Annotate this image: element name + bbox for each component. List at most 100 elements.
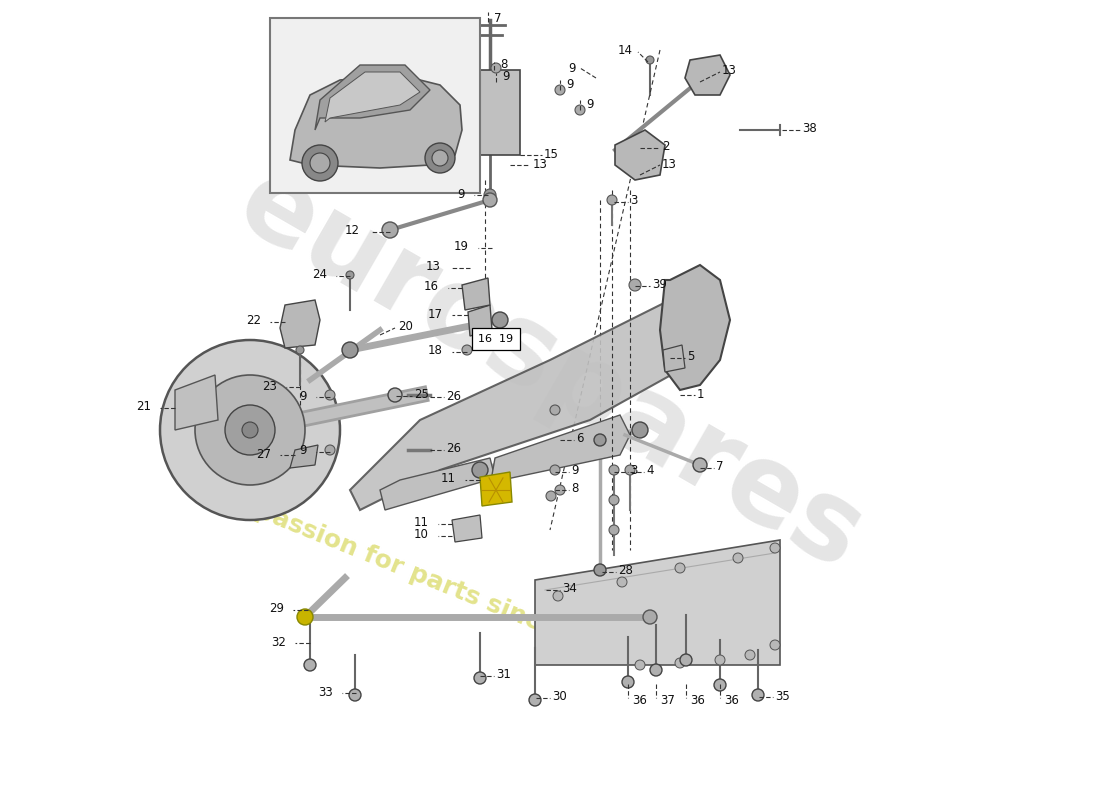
Text: 8: 8: [500, 58, 507, 71]
Text: 10: 10: [414, 529, 429, 542]
Text: 19: 19: [454, 241, 469, 254]
Polygon shape: [615, 130, 666, 180]
Text: 13: 13: [722, 65, 737, 78]
Circle shape: [388, 388, 401, 402]
Polygon shape: [492, 415, 630, 480]
Circle shape: [296, 346, 304, 354]
Circle shape: [324, 445, 336, 455]
FancyBboxPatch shape: [472, 328, 520, 350]
Circle shape: [242, 422, 258, 438]
Circle shape: [675, 563, 685, 573]
Text: 32: 32: [271, 635, 286, 649]
Circle shape: [483, 193, 497, 207]
Text: 35: 35: [776, 690, 790, 702]
Circle shape: [474, 672, 486, 684]
Circle shape: [752, 689, 764, 701]
Text: 17: 17: [428, 307, 443, 321]
Text: 9: 9: [569, 62, 576, 74]
Text: 34: 34: [562, 582, 576, 595]
Circle shape: [770, 543, 780, 553]
Text: 13: 13: [662, 158, 676, 170]
Circle shape: [646, 56, 654, 64]
Circle shape: [745, 650, 755, 660]
Polygon shape: [462, 278, 490, 310]
Text: 21: 21: [136, 401, 151, 414]
FancyBboxPatch shape: [270, 18, 480, 193]
Circle shape: [195, 375, 305, 485]
Text: 9: 9: [566, 78, 573, 90]
Text: 25: 25: [414, 389, 429, 402]
Circle shape: [546, 491, 556, 501]
Polygon shape: [290, 75, 462, 168]
Text: 2: 2: [662, 141, 670, 154]
Text: 18: 18: [428, 345, 443, 358]
Text: 11: 11: [414, 517, 429, 530]
Circle shape: [492, 312, 508, 328]
Text: 9: 9: [571, 465, 579, 478]
Text: 16: 16: [424, 281, 439, 294]
Circle shape: [462, 345, 472, 355]
Text: 9: 9: [299, 390, 307, 402]
Circle shape: [304, 659, 316, 671]
Circle shape: [594, 434, 606, 446]
Circle shape: [324, 390, 336, 400]
Text: 9: 9: [502, 70, 509, 82]
Circle shape: [556, 485, 565, 495]
Circle shape: [550, 405, 560, 415]
Polygon shape: [663, 345, 685, 372]
Text: 1: 1: [697, 387, 704, 401]
Text: 13: 13: [426, 261, 441, 274]
Circle shape: [346, 271, 354, 279]
Text: 24: 24: [312, 269, 327, 282]
Text: 31: 31: [496, 669, 510, 682]
Circle shape: [160, 340, 340, 520]
Circle shape: [349, 689, 361, 701]
Text: 39: 39: [652, 278, 667, 291]
Text: 30: 30: [552, 690, 567, 703]
Polygon shape: [315, 65, 430, 130]
Circle shape: [432, 150, 448, 166]
Polygon shape: [685, 55, 730, 95]
Circle shape: [733, 553, 742, 563]
Text: 22: 22: [246, 314, 261, 327]
Text: a passion for parts since 1985: a passion for parts since 1985: [228, 489, 632, 671]
Circle shape: [226, 405, 275, 455]
Circle shape: [650, 664, 662, 676]
Circle shape: [714, 679, 726, 691]
Circle shape: [715, 655, 725, 665]
Text: 6: 6: [576, 433, 583, 446]
Circle shape: [556, 85, 565, 95]
Circle shape: [425, 143, 455, 173]
Circle shape: [382, 222, 398, 238]
Text: 7: 7: [494, 11, 502, 25]
Circle shape: [310, 153, 330, 173]
Polygon shape: [470, 70, 520, 155]
Text: 13: 13: [534, 158, 548, 170]
Text: 9: 9: [299, 445, 307, 458]
Circle shape: [629, 279, 641, 291]
Polygon shape: [324, 72, 420, 122]
Circle shape: [632, 422, 648, 438]
Text: 36: 36: [690, 694, 705, 706]
Text: 16  19: 16 19: [478, 334, 514, 344]
Circle shape: [675, 658, 685, 668]
Circle shape: [342, 342, 358, 358]
Text: 37: 37: [660, 694, 675, 706]
Text: 12: 12: [345, 225, 360, 238]
Circle shape: [680, 654, 692, 666]
Circle shape: [472, 462, 488, 478]
Text: 11: 11: [441, 473, 456, 486]
Circle shape: [529, 694, 541, 706]
Circle shape: [635, 660, 645, 670]
Text: 20: 20: [398, 321, 412, 334]
Text: eurospares: eurospares: [219, 148, 881, 592]
Polygon shape: [379, 458, 495, 510]
Text: 23: 23: [262, 379, 277, 393]
Text: 36: 36: [632, 694, 647, 706]
Text: 26: 26: [446, 390, 461, 402]
Polygon shape: [480, 472, 512, 506]
Text: 9: 9: [586, 98, 594, 110]
Circle shape: [644, 610, 657, 624]
Circle shape: [302, 145, 338, 181]
Circle shape: [553, 591, 563, 601]
